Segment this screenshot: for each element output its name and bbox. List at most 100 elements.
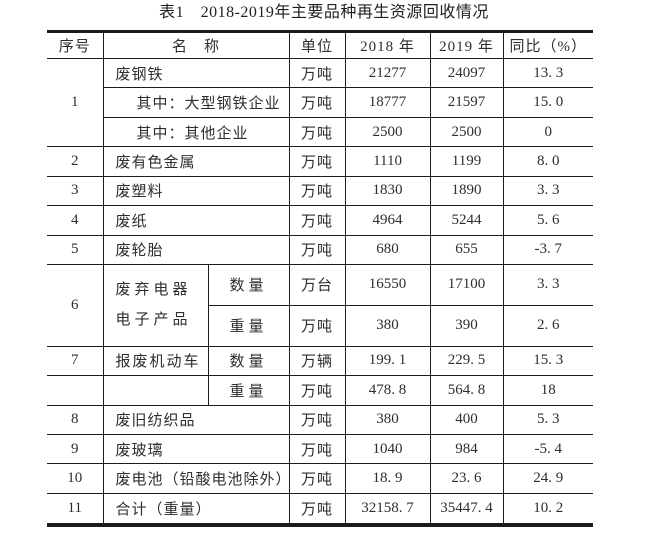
cell-2019: 564. 8 [429,375,504,406]
cell-2018: 1110 [344,146,431,177]
cell-serial: 5 [46,234,104,266]
cell-2019: 17100 [429,264,504,306]
cell-2019: 2500 [429,116,504,148]
cell-name: 废轮胎 [102,234,290,266]
cell-serial: 11 [46,492,104,526]
cell-name: 废有色金属 [102,146,290,177]
cell-unit: 万吨 [288,492,346,526]
cell-name: 其中：其他企业 [102,116,290,148]
header-unit: 单位 [288,31,346,59]
cell-name: 废纸 [102,205,290,236]
cell-serial [46,375,104,406]
table-row: 其中：其他企业 万吨 2500 2500 0 [47,116,594,148]
table-row: 重量 万吨 478. 8 564. 8 18 [46,375,594,406]
cell-2018: 21277 [344,57,431,89]
cell-yoy: 3. 3 [502,175,594,207]
cell-serial: 6 [46,264,104,347]
cell-unit: 万台 [288,264,346,306]
cell-2019: 655 [429,234,504,266]
header-2019: 2019 年 [429,31,504,59]
header-2018: 2018 年 [344,31,431,59]
cell-2018: 2500 [344,116,431,148]
recycling-data-table: 序号 名 称 单位 2018 年 2019 年 同比（%） 1 废钢铁 万吨 2… [46,30,594,527]
cell-unit: 万吨 [288,433,346,465]
cell-yoy: 8. 0 [502,146,594,177]
cell-unit: 万辆 [288,345,346,377]
cell-2018: 18777 [344,87,431,118]
table-row: 10 废电池（铅酸电池除外） 万吨 18. 9 23. 6 24. 9 [46,463,594,494]
cell-2018: 380 [344,404,431,436]
cell-serial: 4 [46,205,104,236]
header-serial: 序号 [46,31,104,59]
cell-2018: 199. 1 [344,345,431,377]
cell-unit: 万吨 [288,205,346,236]
cell-name: 报废机动车 [102,345,209,377]
cell-2019: 400 [429,404,504,436]
cell-name: 废电池（铅酸电池除外） [102,463,290,494]
table-row: 3 废塑料 万吨 1830 1890 3. 3 [46,175,594,207]
cell-measure: 数量 [207,264,290,306]
cell-measure: 重量 [207,304,290,347]
cell-unit: 万吨 [288,175,346,207]
cell-name: 废钢铁 [102,57,290,89]
cell-unit: 万吨 [288,463,346,494]
cell-unit: 万吨 [288,87,346,118]
cell-unit: 万吨 [288,304,346,347]
table-row: 9 废玻璃 万吨 1040 984 -5. 4 [46,433,594,465]
cell-name: 废旧纺织品 [102,404,290,436]
cell-2019: 1890 [429,175,504,207]
cell-unit: 万吨 [288,375,346,406]
table-row: 5 废轮胎 万吨 680 655 -3. 7 [46,234,594,266]
cell-yoy: 18 [502,375,594,406]
table-row: 7 报废机动车 数量 万辆 199. 1 229. 5 15. 3 [46,345,594,377]
cell-unit: 万吨 [288,404,346,436]
cell-serial: 3 [46,175,104,207]
table-row: 8 废旧纺织品 万吨 380 400 5. 3 [46,404,594,436]
table-row: 其中：大型钢铁企业 万吨 18777 21597 15. 0 [47,87,594,118]
cell-yoy: -5. 4 [502,433,594,465]
cell-2019: 5244 [429,205,504,236]
cell-2019: 984 [429,433,504,465]
cell-serial: 9 [46,433,104,465]
cell-name-line1: 废弃电器 [115,282,192,299]
cell-2018: 380 [344,304,431,347]
cell-measure: 重量 [207,375,290,406]
table-row: 1 废钢铁 万吨 21277 24097 13. 3 [46,57,594,148]
table-row: 2 废有色金属 万吨 1110 1199 8. 0 [46,146,594,177]
cell-name: 废玻璃 [102,433,290,465]
cell-name: 废塑料 [102,175,290,207]
header-yoy: 同比（%） [502,31,594,59]
cell-serial: 1 [46,57,104,148]
cell-2018: 1040 [344,433,431,465]
cell-name-line2: 电子产品 [115,312,192,329]
cell-2019: 390 [429,304,504,347]
cell-yoy: 15. 0 [502,87,594,118]
cell-serial: 8 [46,404,104,436]
cell-name [102,375,209,406]
cell-2018: 1830 [344,175,431,207]
cell-name: 其中：大型钢铁企业 [102,87,290,118]
cell-2018: 680 [344,234,431,266]
cell-yoy: 15. 3 [502,345,594,377]
cell-2019: 24097 [429,57,504,89]
cell-2018: 32158. 7 [344,492,431,526]
cell-2018: 478. 8 [344,375,431,406]
cell-yoy: -3. 7 [502,234,594,266]
cell-yoy: 13. 3 [502,57,594,89]
cell-unit: 万吨 [288,234,346,266]
cell-2019: 35447. 4 [429,492,504,526]
table-row: 重量 万吨 380 390 2. 6 [47,304,594,347]
cell-2019: 23. 6 [429,463,504,494]
table-header-row: 序号 名 称 单位 2018 年 2019 年 同比（%） [46,31,594,59]
cell-yoy: 5. 6 [502,205,594,236]
cell-yoy: 5. 3 [502,404,594,436]
cell-name: 废弃电器 电子产品 [102,264,209,347]
cell-name: 合计（重量） [102,492,290,526]
table-row: 4 废纸 万吨 4964 5244 5. 6 [46,205,594,236]
header-name: 名 称 [102,31,290,59]
cell-unit: 万吨 [288,116,346,148]
table-row: 6 废弃电器 电子产品 数量 万台 16550 17100 3. 3 [46,264,594,347]
table-row: 11 合计（重量） 万吨 32158. 7 35447. 4 10. 2 [46,492,594,526]
cell-serial: 10 [46,463,104,494]
